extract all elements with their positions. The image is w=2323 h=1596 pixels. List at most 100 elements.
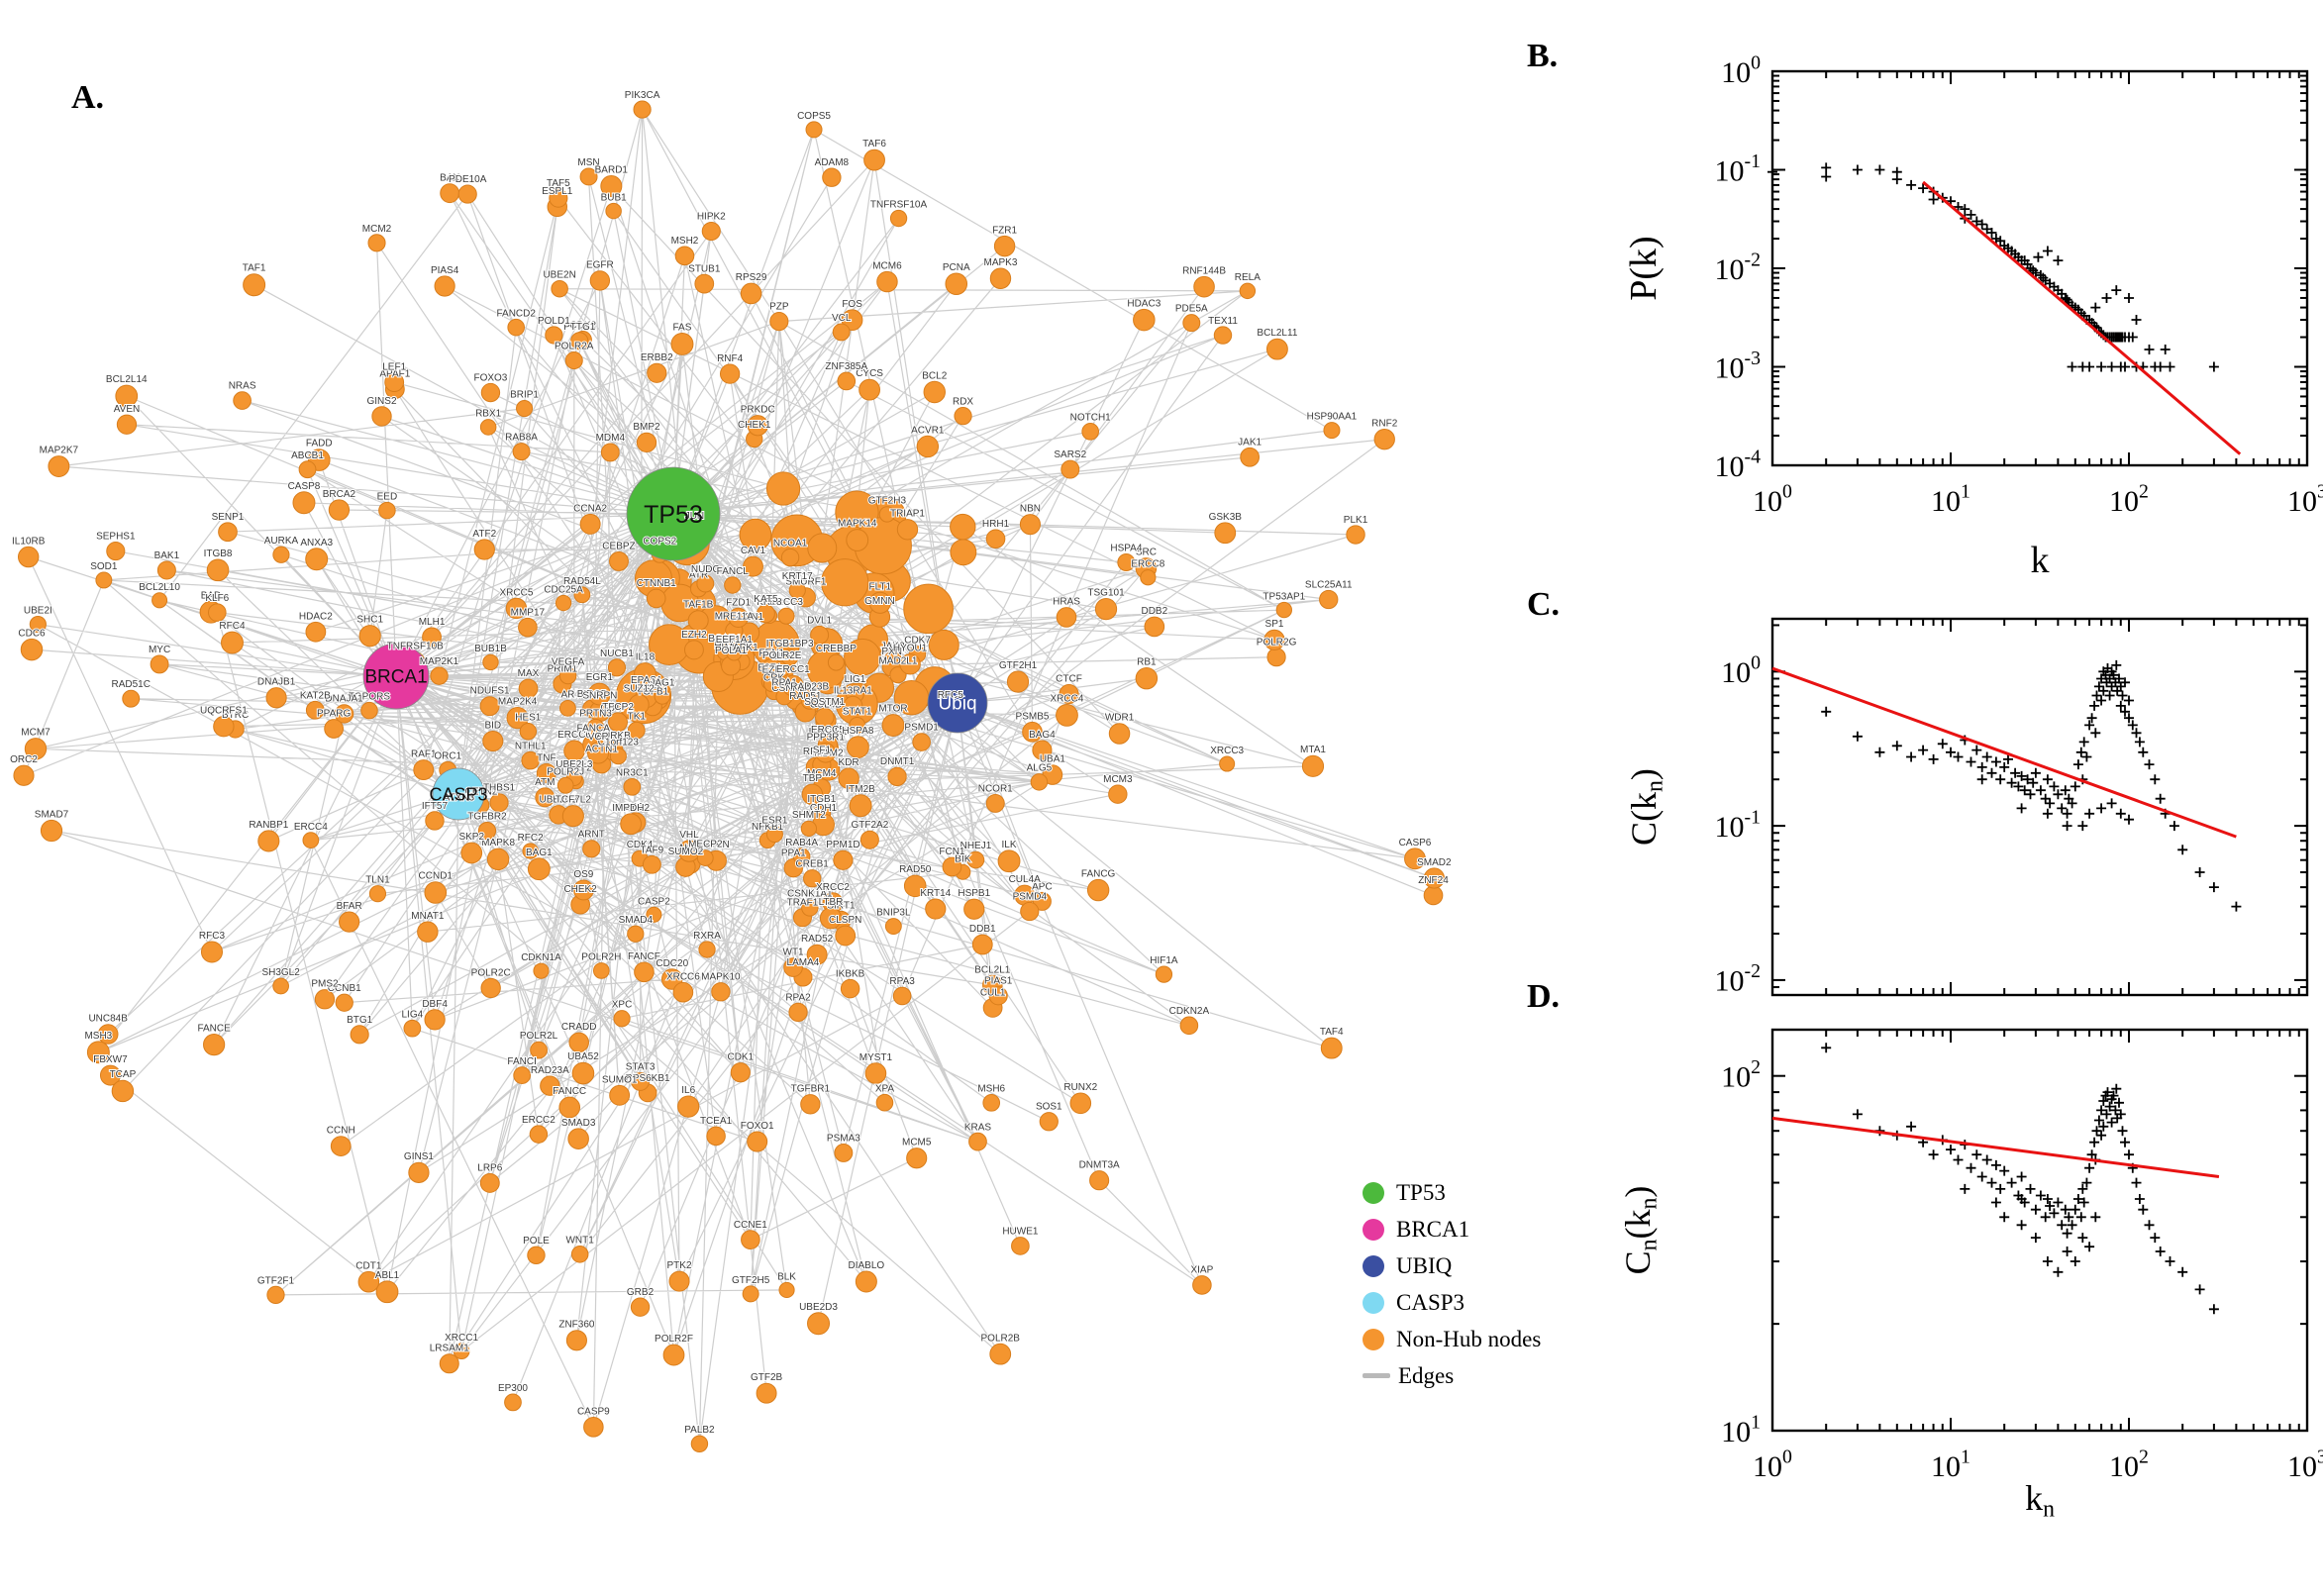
gene-label: BRIP1 <box>510 390 539 401</box>
network-node <box>1094 597 1118 621</box>
svg-text:10-2: 10-2 <box>1715 960 1761 998</box>
legend-edge-swatch <box>1363 1373 1390 1378</box>
gene-label: SUMO2 <box>668 847 704 857</box>
gene-label: SEPHS1 <box>96 532 136 543</box>
gene-label: BCL2 <box>922 370 947 381</box>
network-node <box>1133 308 1156 332</box>
gene-label: EGR1 <box>586 672 614 683</box>
gene-label: TNFRSF10B <box>387 642 445 652</box>
network-node <box>583 1417 604 1438</box>
gene-label: HIF1A <box>1150 955 1178 966</box>
gene-label: FANCG <box>1081 868 1116 879</box>
network-node <box>305 700 325 720</box>
gene-label: PCNA <box>943 262 970 273</box>
gene-label: LIG4 <box>402 1009 424 1020</box>
gene-label: ESR1 <box>761 816 788 827</box>
axis-ticks <box>1771 1030 2308 1432</box>
gene-label: MAP2K4 <box>498 697 538 708</box>
gene-label: PPP3R1 <box>807 732 846 743</box>
panel-c-label: C. <box>1527 586 1561 623</box>
network-node <box>489 793 509 813</box>
network-node <box>1140 569 1157 586</box>
network-node <box>642 854 661 874</box>
network-node <box>589 270 611 291</box>
gene-label: CDC6 <box>18 628 46 639</box>
network-node <box>832 323 851 342</box>
network-node <box>20 638 44 661</box>
gene-label: CHEK2 <box>563 884 597 895</box>
panel-b-label: B. <box>1527 38 1559 74</box>
gene-label: XRCC5 <box>500 587 534 598</box>
gene-label: RBX1 <box>475 409 502 420</box>
network-node <box>630 1297 651 1317</box>
network-node <box>413 759 435 781</box>
gene-label: MAX <box>518 668 540 679</box>
gene-label: NHEJ1 <box>960 841 992 851</box>
gene-label: FBXW7 <box>93 1054 128 1065</box>
network-node <box>889 209 908 228</box>
network-node <box>1020 901 1040 922</box>
network-node <box>1179 1016 1199 1036</box>
gene-label: LIG1 <box>845 674 866 685</box>
gene-label: HRAS <box>1053 597 1080 608</box>
network-node <box>1032 891 1052 911</box>
network-node <box>846 529 869 551</box>
network-node <box>903 874 927 898</box>
network-node <box>540 1075 560 1096</box>
gene-label: LRP6 <box>477 1162 502 1173</box>
network-node <box>985 793 1005 813</box>
network-node <box>570 1246 589 1263</box>
legend-label: Edges <box>1398 1362 1455 1388</box>
gene-label: BCAR1 <box>708 634 742 645</box>
gene-label: CDK2 <box>569 321 596 332</box>
network-node <box>646 906 662 923</box>
network-node <box>843 695 863 716</box>
svg-text:103: 103 <box>2287 1446 2323 1484</box>
network-node <box>636 432 657 453</box>
gene-label: TCF7L2 <box>556 795 592 806</box>
network-node <box>200 941 224 963</box>
gene-label: SMAD4 <box>619 915 654 926</box>
gene-label: RAD23B <box>790 681 829 692</box>
gene-label: CDK1 <box>727 1052 754 1063</box>
gene-label: HIPK2 <box>697 211 726 222</box>
gene-label: MYC <box>149 645 170 655</box>
gene-label: CREB1 <box>796 859 830 870</box>
gene-label: RAD23A <box>531 1065 569 1076</box>
gene-label: MAP2K7 <box>40 446 79 456</box>
gene-label: RDX <box>953 397 973 408</box>
gene-label: HDAC3 <box>1127 298 1161 309</box>
network-node <box>1081 423 1099 441</box>
gene-label: HSPA8 <box>842 726 873 737</box>
network-node <box>694 273 715 294</box>
network-node <box>988 986 1008 1006</box>
network-node <box>371 406 392 427</box>
network-node <box>728 607 749 628</box>
gene-label: MMP17 <box>511 607 546 618</box>
gene-label: NCOR1 <box>978 783 1013 794</box>
gene-label: MSH6 <box>977 1084 1005 1095</box>
gene-label: FLT1 <box>868 581 891 592</box>
gene-label: GMNN <box>864 596 895 607</box>
network-node <box>111 1079 135 1103</box>
gene-label: PTEN <box>703 840 730 850</box>
network-node <box>457 184 477 204</box>
network-node <box>266 1285 285 1305</box>
gene-label: TAF6 <box>862 139 886 150</box>
gene-label: CUL4B <box>810 700 843 711</box>
gene-label: GTF2A2 <box>851 820 888 831</box>
network-node <box>623 777 642 796</box>
legend-item-edges: Edges <box>1363 1357 1541 1394</box>
network-node <box>792 848 811 865</box>
gene-label: SENP1 <box>212 512 245 523</box>
network-node <box>819 907 843 930</box>
network-hub-labels: TP53 BRCA1 Ubiq CASP3 <box>364 501 976 805</box>
gene-label: APC <box>1032 881 1053 892</box>
gene-label: RAD54L <box>563 576 601 587</box>
gene-label: FADD <box>306 439 333 449</box>
hub-node-TP53 <box>626 466 721 561</box>
network-node <box>1240 447 1260 467</box>
gene-label: MAPK1 <box>725 643 758 653</box>
network-node <box>1213 326 1233 345</box>
gene-label: TOPORS <box>349 691 390 702</box>
